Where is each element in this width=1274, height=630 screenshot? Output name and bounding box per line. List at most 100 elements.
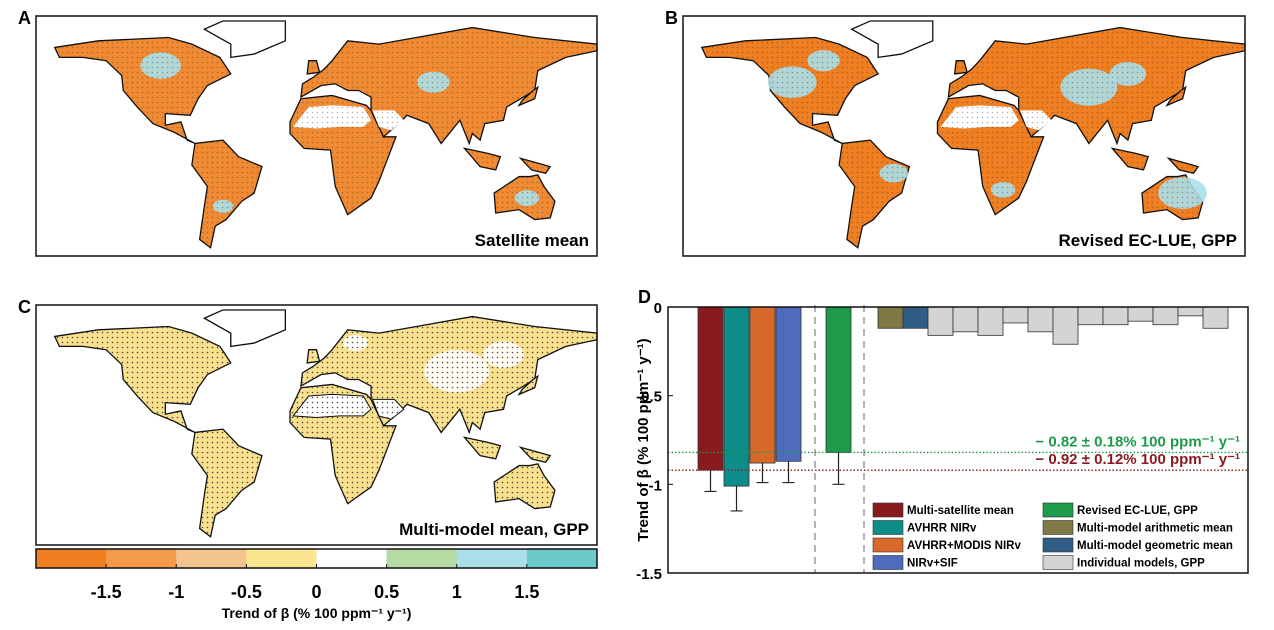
panel-label: C — [18, 297, 31, 317]
bar — [825, 306, 852, 453]
legend-swatch — [1042, 537, 1074, 553]
stipple — [464, 148, 501, 170]
map-caption: Multi-model mean, GPP — [399, 520, 589, 539]
y-tick-label: -0.5 — [636, 389, 662, 406]
map-caption: Revised EC-LUE, GPP — [1058, 231, 1237, 250]
stipple — [191, 140, 262, 248]
stipple — [1112, 148, 1149, 170]
legend-swatch — [1042, 502, 1074, 518]
bar — [902, 306, 929, 329]
stipple — [701, 37, 879, 144]
bar — [775, 306, 802, 462]
colorbar-tick-label: 0 — [311, 582, 321, 602]
legend-swatch — [872, 537, 904, 553]
map — [35, 304, 598, 546]
y-tick-label: -1 — [649, 477, 662, 494]
stipple — [54, 37, 231, 144]
colorbar-tick-label: 1.5 — [514, 582, 539, 602]
bar — [1002, 306, 1029, 324]
colorbar-segment — [246, 549, 317, 568]
bar — [927, 306, 954, 336]
colorbar-segment — [456, 549, 528, 568]
bar — [977, 306, 1004, 336]
colorbar-tick-label: -1.5 — [91, 582, 122, 602]
stipple — [191, 429, 262, 537]
colorbar-tick-label: 0.5 — [374, 582, 399, 602]
stipple — [1141, 174, 1203, 220]
stipple — [290, 384, 396, 504]
bar — [1177, 306, 1204, 317]
map-caption: Satellite mean — [475, 231, 589, 250]
bar — [723, 306, 750, 487]
stipple — [520, 447, 551, 463]
legend-swatch — [872, 520, 904, 535]
legend-swatch — [872, 555, 904, 570]
map-frame — [682, 15, 1246, 257]
error-bar — [832, 452, 845, 485]
stipple — [300, 316, 597, 433]
stipple — [937, 95, 1044, 215]
legend-label: AVHRR+MODIS NIRv — [907, 540, 1021, 552]
legend-label: NIRv+SIF — [907, 558, 958, 570]
greenland-outline — [850, 20, 934, 59]
bar — [1077, 306, 1104, 326]
legend-label: Multi-model geometric mean — [1077, 540, 1233, 552]
reference-label: − 0.92 ± 0.12% 100 ppm⁻¹ y⁻¹ — [1035, 451, 1240, 468]
stipple — [494, 463, 555, 509]
bar — [1052, 306, 1079, 345]
map-frame — [35, 15, 598, 257]
stipple — [290, 95, 396, 215]
bar — [1102, 306, 1129, 326]
colorbar-tick-label: 1 — [452, 582, 462, 602]
reference-label: − 0.82 ± 0.18% 100 ppm⁻¹ y⁻¹ — [1035, 433, 1240, 450]
error-bar — [704, 470, 717, 493]
axes-frame — [667, 306, 1249, 574]
map — [682, 15, 1246, 257]
bar — [749, 306, 776, 464]
legend-swatch — [1042, 555, 1074, 570]
greenland-outline — [202, 309, 286, 348]
y-tick-label: -1.5 — [636, 566, 662, 583]
stipple — [519, 376, 538, 395]
colorbar-tick-label: -0.5 — [231, 582, 262, 602]
bar — [697, 306, 724, 471]
stipple — [520, 158, 551, 174]
stipple — [54, 326, 231, 433]
stipple — [954, 60, 968, 74]
map-frame — [35, 304, 598, 546]
stipple — [839, 140, 910, 248]
colorbar-tick-label: -1 — [168, 582, 184, 602]
bar — [877, 306, 904, 329]
map — [35, 15, 598, 257]
legend-label: Multi-satellite mean — [907, 505, 1014, 517]
y-tick-label: 0 — [654, 300, 662, 317]
error-bar — [756, 463, 769, 484]
stipple — [1166, 87, 1186, 106]
bar — [1027, 306, 1054, 333]
panel-label: B — [665, 8, 678, 28]
panel-label: A — [18, 8, 31, 28]
stipple — [307, 349, 320, 363]
error-bar — [782, 461, 795, 484]
bar — [1152, 306, 1179, 326]
legend-label: Individual models, GPP — [1077, 558, 1205, 570]
stipple — [948, 27, 1245, 144]
bar — [1202, 306, 1229, 329]
legend-swatch — [1042, 520, 1074, 535]
bar — [952, 306, 979, 333]
error-bar — [730, 486, 743, 512]
legend-label: Revised EC-LUE, GPP — [1077, 505, 1198, 517]
legend-label: Multi-model arithmetic mean — [1077, 523, 1233, 535]
stipple — [1168, 158, 1199, 174]
bar — [1127, 306, 1154, 322]
stipple — [464, 437, 501, 459]
colorbar-segment — [36, 549, 107, 568]
colorbar-segment — [526, 549, 598, 568]
colorbar-segment — [316, 549, 388, 568]
stipple — [307, 60, 320, 74]
colorbar-segment — [386, 549, 458, 568]
colorbar-segment — [176, 549, 247, 568]
greenland-outline — [202, 20, 286, 59]
legend-label: AVHRR NIRv — [907, 523, 977, 535]
